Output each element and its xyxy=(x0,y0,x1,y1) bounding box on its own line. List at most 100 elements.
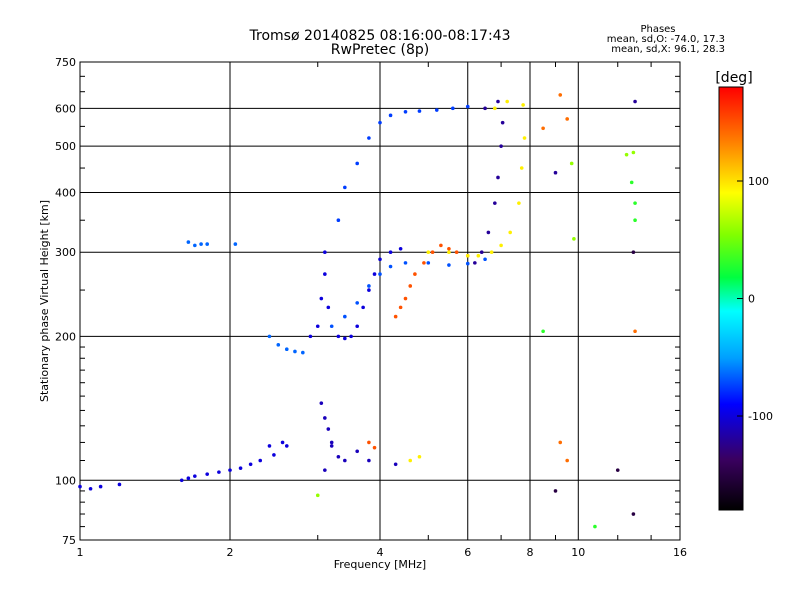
grid-lines xyxy=(80,62,680,540)
y-tick-label: 750 xyxy=(55,56,76,69)
data-point xyxy=(393,462,398,467)
data-point xyxy=(417,454,422,459)
data-point xyxy=(631,512,636,516)
data-point xyxy=(496,175,500,180)
data-point xyxy=(476,253,481,258)
data-point xyxy=(367,136,371,140)
data-point xyxy=(378,272,382,276)
x-tick-label: 10 xyxy=(571,546,585,559)
data-point xyxy=(343,458,347,463)
data-point xyxy=(280,440,285,445)
data-point xyxy=(372,272,377,276)
data-point xyxy=(500,120,505,125)
data-point xyxy=(565,458,569,463)
data-point xyxy=(319,296,324,301)
data-point xyxy=(378,120,382,125)
data-point xyxy=(519,166,524,170)
y-tick-label: 500 xyxy=(55,140,76,153)
data-point xyxy=(447,263,451,267)
data-point xyxy=(267,444,272,448)
y-axis-label: Stationary phase Virtual Height [km] xyxy=(38,200,51,402)
data-point xyxy=(238,466,243,470)
data-point xyxy=(426,250,431,255)
data-point xyxy=(393,314,398,319)
data-point xyxy=(217,470,221,474)
data-point xyxy=(447,250,451,255)
phases-x-stats: mean, sd,X: 96.1, 28.3 xyxy=(611,44,725,55)
data-point xyxy=(629,180,634,185)
data-point xyxy=(473,261,477,265)
data-point xyxy=(315,493,320,498)
data-point xyxy=(336,454,341,459)
data-point xyxy=(329,444,334,448)
data-point xyxy=(233,242,238,246)
data-point xyxy=(403,261,408,265)
phases-heading: Phases xyxy=(640,24,675,35)
data-point xyxy=(558,93,563,97)
data-point xyxy=(624,152,629,157)
data-point xyxy=(205,472,209,476)
data-point xyxy=(301,350,305,355)
x-tick-label: 8 xyxy=(527,546,534,559)
data-point xyxy=(336,334,341,339)
data-point xyxy=(308,334,313,339)
x-tick-label: 6 xyxy=(464,546,471,559)
data-point xyxy=(323,250,327,255)
data-point xyxy=(193,474,197,478)
data-point xyxy=(343,185,347,190)
data-point xyxy=(372,445,377,450)
data-point xyxy=(408,284,413,288)
data-point xyxy=(465,253,470,258)
chart-title: Tromsø 20140825 08:16:00-08:17:43 xyxy=(249,28,511,44)
y-tick-label: 400 xyxy=(55,186,76,199)
data-point xyxy=(417,109,422,113)
data-point xyxy=(98,484,103,489)
data-point xyxy=(329,440,334,445)
x-tick-label: 2 xyxy=(227,546,234,559)
data-point xyxy=(631,250,636,255)
x-axis-ticks: 1 2 4 6 8 10 16 xyxy=(77,546,688,559)
data-point xyxy=(349,334,353,339)
data-point xyxy=(553,170,558,175)
data-point xyxy=(323,272,327,276)
data-point xyxy=(434,108,439,112)
data-point xyxy=(326,427,331,431)
data-point xyxy=(267,334,272,339)
y-tick-label: 75 xyxy=(62,534,76,547)
data-point xyxy=(388,113,393,118)
data-point xyxy=(78,484,82,489)
colorbar-tick-label: 100 xyxy=(748,175,769,188)
y-tick-label: 600 xyxy=(55,102,76,115)
x-tick-label: 1 xyxy=(77,546,84,559)
data-point xyxy=(496,99,500,104)
data-point xyxy=(186,240,191,244)
y-tick-label: 100 xyxy=(55,474,76,487)
data-point xyxy=(355,449,359,454)
data-point xyxy=(493,106,497,111)
data-point xyxy=(284,347,289,352)
data-point xyxy=(465,104,470,109)
data-point xyxy=(355,161,359,166)
data-point xyxy=(521,103,525,107)
data-point xyxy=(272,453,276,457)
x-tick-label: 4 xyxy=(377,546,384,559)
data-point xyxy=(398,246,403,251)
data-point xyxy=(593,524,597,529)
data-point xyxy=(439,243,443,248)
data-point xyxy=(258,458,263,463)
data-point xyxy=(553,489,558,493)
data-point xyxy=(479,250,484,255)
y-tick-label: 300 xyxy=(55,246,76,259)
data-point xyxy=(483,106,487,111)
data-point xyxy=(569,161,574,166)
colorbar-ticks: 100 0 -100 xyxy=(737,175,773,423)
data-point xyxy=(505,99,509,104)
data-point xyxy=(315,324,320,329)
data-point xyxy=(367,284,371,288)
data-point xyxy=(323,416,327,420)
data-point xyxy=(367,458,371,463)
data-point xyxy=(486,230,491,235)
data-point xyxy=(447,246,451,251)
data-point xyxy=(228,468,232,472)
data-point xyxy=(522,136,527,140)
